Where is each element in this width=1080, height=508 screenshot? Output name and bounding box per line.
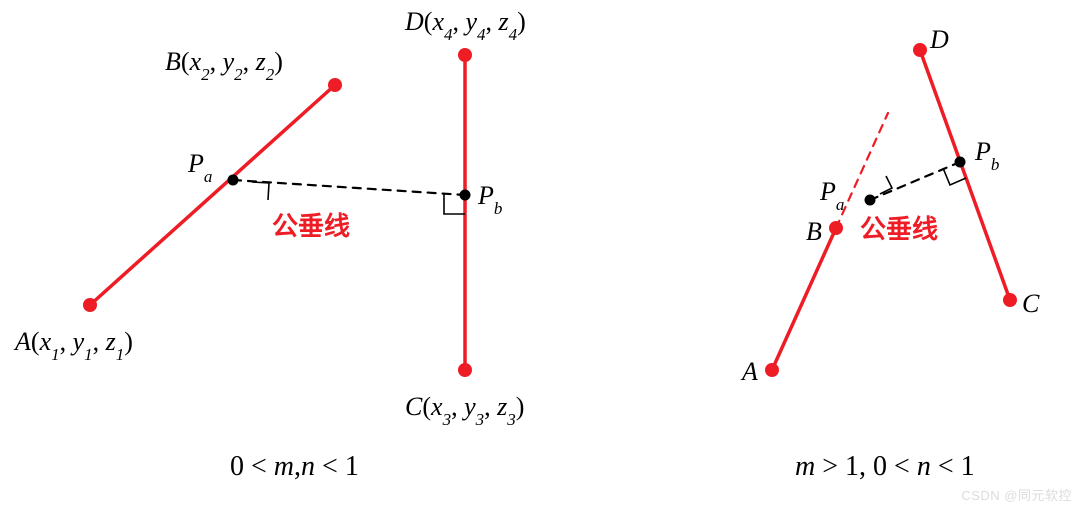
left-label-A: A(x1, y1, z1) [13, 327, 133, 364]
right-label-D: D [929, 25, 949, 54]
right-label-A: A [740, 357, 758, 386]
right-point-A [765, 363, 779, 377]
left-label-C: C(x3, y3, z3) [405, 392, 524, 429]
left-point-C [458, 363, 472, 377]
left-right-angle-Pa [252, 182, 269, 200]
left-point-B [328, 78, 342, 92]
watermark-text: CSDN @同元软控 [961, 485, 1072, 504]
left-point-D [458, 48, 472, 62]
right-line-AB [772, 228, 836, 370]
right-point-B [829, 221, 843, 235]
right-cjk-label: 公垂线 [860, 215, 938, 244]
diagram-canvas: A(x1, y1, z1) B(x2, y2, z2) C(x3, y3, z3) D… [0, 0, 1080, 508]
left-caption: 0 < m,n < 1 [230, 451, 359, 482]
left-cjk-label: 公垂线 [272, 212, 350, 241]
right-point-Pb [955, 157, 966, 168]
left-label-D: D(x4, y4, z4) [404, 7, 526, 44]
right-label-Pb: Pb [974, 137, 999, 174]
left-label-B: B(x2, y2, z2) [165, 47, 283, 84]
right-label-Pa: Pa [819, 177, 844, 214]
right-point-D [913, 43, 927, 57]
left-line-AB [90, 85, 335, 305]
right-label-B: B [806, 217, 822, 246]
right-common-perpendicular [870, 162, 960, 200]
left-point-A [83, 298, 97, 312]
right-line-CD [920, 50, 1010, 300]
left-point-Pa [228, 175, 239, 186]
left-point-Pb [460, 190, 471, 201]
right-point-C [1003, 293, 1017, 307]
left-label-Pa: Pa [187, 149, 212, 186]
right-caption: m > 1, 0 < n < 1 [795, 451, 975, 482]
left-label-Pb: Pb [477, 181, 502, 218]
right-point-Pa [865, 195, 876, 206]
right-label-C: C [1022, 289, 1040, 318]
